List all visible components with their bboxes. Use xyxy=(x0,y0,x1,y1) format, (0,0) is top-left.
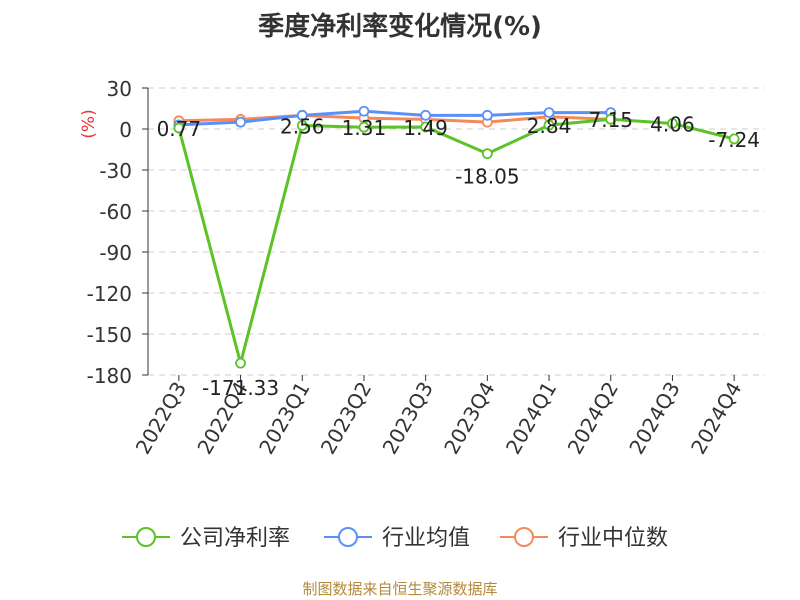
x-tick-label: 2023Q2 xyxy=(316,378,376,459)
x-tick-label: 2023Q3 xyxy=(378,378,438,459)
data-point xyxy=(667,118,678,129)
data-label: -18.05 xyxy=(455,165,519,189)
data-point xyxy=(728,133,740,145)
data-point xyxy=(235,357,246,369)
y-tick-label: -120 xyxy=(87,282,132,306)
data-point xyxy=(358,105,370,117)
data-label: 0.77 xyxy=(157,117,202,141)
data-point xyxy=(235,116,246,128)
series-line xyxy=(178,109,611,127)
legend[interactable]: 公司净利率 行业均值 行业中位数 xyxy=(122,526,668,551)
data-point xyxy=(481,109,493,121)
data-point xyxy=(420,109,432,121)
y-tick-label: -60 xyxy=(99,200,132,224)
data-point xyxy=(296,109,308,121)
data-point xyxy=(296,120,308,131)
data-source-note: 制图数据来自恒生聚源数据库 xyxy=(302,580,498,598)
data-label: -171.33 xyxy=(202,376,279,400)
x-tick-label: 2024Q1 xyxy=(501,378,561,459)
data-point xyxy=(173,122,185,134)
legend-label[interactable]: 行业均值 xyxy=(382,526,470,551)
data-point xyxy=(358,121,370,133)
data-label: 7.15 xyxy=(588,108,633,132)
legend-label[interactable]: 行业中位数 xyxy=(558,526,668,551)
legend-label[interactable]: 公司净利率 xyxy=(180,526,290,551)
y-axis-label: (%) xyxy=(79,109,99,138)
y-tick-label: 0 xyxy=(119,118,132,142)
series-layer xyxy=(173,105,740,369)
y-tick-label: 30 xyxy=(107,77,132,101)
data-label: 2.56 xyxy=(280,115,325,139)
x-tick-label: 2022Q3 xyxy=(131,378,191,459)
data-labels: 0.77 -171.33 2.56 1.31 1.49 -18.05 2.84 7.15 4.0… xyxy=(157,108,760,400)
chart-title: 季度净利率变化情况(%) xyxy=(258,12,542,42)
data-label: 2.84 xyxy=(527,114,572,138)
x-tick-label: 2024Q2 xyxy=(563,378,623,459)
data-point xyxy=(605,113,617,125)
data-point xyxy=(420,121,432,133)
data-point xyxy=(543,119,555,131)
x-tick-label: 2024Q3 xyxy=(624,378,684,459)
x-tick-label: 2023Q4 xyxy=(439,378,499,459)
series-line xyxy=(177,117,735,365)
data-label: -7.24 xyxy=(708,128,760,152)
legend-marker-circle[interactable] xyxy=(136,527,156,547)
y-tick-label: -30 xyxy=(99,159,132,183)
data-point xyxy=(481,148,493,160)
legend-marker-circle[interactable] xyxy=(514,527,534,547)
data-point xyxy=(543,107,555,118)
grid-lines xyxy=(148,87,765,376)
data-label: 1.49 xyxy=(403,116,448,140)
x-tick-label: 2024Q4 xyxy=(686,378,746,459)
y-tick-label: -180 xyxy=(87,364,132,388)
series-line xyxy=(178,113,611,124)
y-tick-label: -150 xyxy=(87,323,132,347)
y-tick-label: -90 xyxy=(99,241,132,265)
data-label: 4.06 xyxy=(650,112,695,136)
legend-marker-circle[interactable] xyxy=(338,527,358,547)
data-label: 1.31 xyxy=(342,116,387,140)
